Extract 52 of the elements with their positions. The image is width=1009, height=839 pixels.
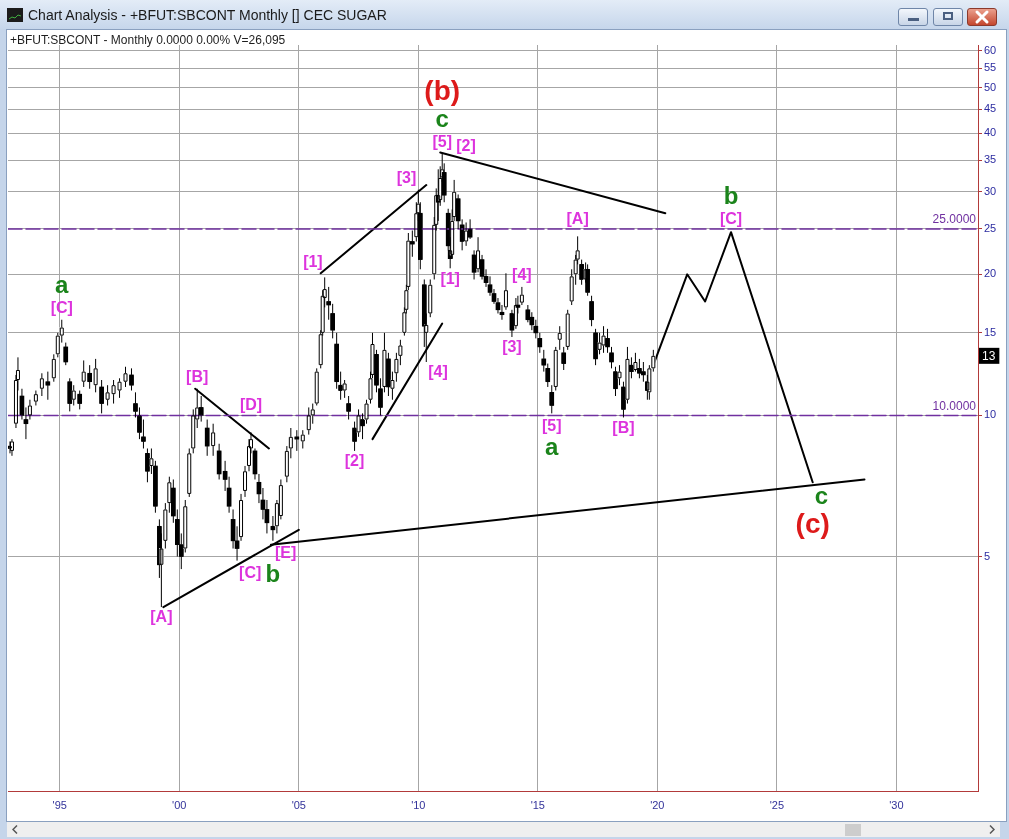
annotation: (c) — [795, 508, 830, 539]
y-tick-label: 25 — [984, 221, 997, 234]
annotation: [3] — [502, 338, 522, 356]
chart-title: Chart Analysis - +BFUT:SBCONT Monthly [] CEC SUGAR — [28, 7, 387, 24]
y-tick-label: 55 — [984, 61, 997, 74]
annotation: b — [265, 560, 281, 588]
x-tick-label: '95 — [52, 798, 67, 811]
y-tick-label: 50 — [984, 80, 997, 93]
annotation: 13 — [982, 349, 996, 364]
annotation: [C] — [239, 564, 262, 582]
annotation: [4] — [512, 266, 532, 284]
annotation: [B] — [186, 368, 209, 386]
annotation: [5] — [432, 132, 452, 150]
annotation: [C] — [50, 299, 73, 317]
x-tick-label: '00 — [172, 798, 187, 811]
annotation: c — [814, 481, 829, 509]
x-tick-label: '30 — [889, 798, 904, 811]
annotation: [5] — [541, 416, 562, 434]
annotation: 10.0000 — [932, 398, 977, 413]
annotation: (b) — [424, 75, 461, 107]
y-tick-label: 40 — [984, 126, 997, 139]
annotation: [3] — [396, 169, 417, 187]
y-tick-label: 60 — [984, 43, 997, 56]
x-tick-label: '10 — [411, 798, 426, 811]
y-tick-label: 20 — [984, 267, 997, 280]
y-tick-label: 5 — [984, 549, 991, 562]
annotation: [2] — [344, 452, 365, 470]
annotation: a — [545, 433, 560, 461]
annotation: [2] — [456, 137, 476, 155]
annotation: [A] — [566, 209, 589, 227]
x-tick-label: '05 — [291, 798, 306, 811]
annotation: a — [55, 271, 70, 299]
annotation: [4] — [428, 363, 448, 381]
annotation: [1] — [303, 252, 323, 270]
y-tick-label: 45 — [984, 102, 997, 115]
y-tick-label: 10 — [984, 408, 997, 421]
y-tick-label: 15 — [984, 325, 997, 338]
x-tick-label: '20 — [650, 798, 665, 811]
annotation: b — [723, 181, 739, 209]
annotation: [E] — [274, 544, 297, 562]
y-tick-label: 30 — [984, 184, 997, 197]
chart-subtitle: +BFUT:SBCONT - Monthly 0.0000 0.00% V=26,095 — [10, 33, 286, 47]
annotation: [1] — [440, 269, 460, 287]
annotation: [A] — [150, 608, 173, 626]
annotation: [D] — [239, 395, 263, 413]
y-tick-label: 35 — [984, 153, 997, 166]
annotation: [B] — [612, 418, 635, 436]
annotation: [C] — [719, 209, 743, 227]
annotation: c — [435, 105, 449, 133]
annotation: 25.0000 — [932, 212, 977, 227]
x-tick-label: '25 — [769, 798, 784, 811]
x-tick-label: '15 — [530, 798, 545, 811]
